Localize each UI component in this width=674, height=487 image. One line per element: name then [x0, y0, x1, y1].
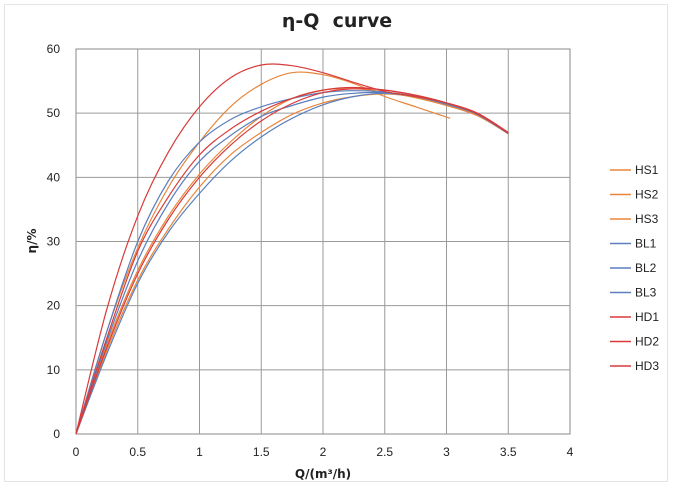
y-tick-label: 10	[47, 363, 61, 377]
legend-label-bl1: BL1	[635, 237, 657, 251]
y-axis-label: η/%	[25, 229, 39, 254]
legend-label-bl2: BL2	[635, 261, 657, 275]
y-tick-label: 50	[47, 106, 61, 120]
x-tick-label: 2	[320, 445, 327, 459]
y-tick-label: 0	[53, 427, 60, 441]
x-tick-label: 0.5	[129, 445, 146, 459]
x-tick-labels: 0 0.5 1 1.5 2 2.5 3 3.5 4	[73, 445, 574, 459]
legend-label-hs2: HS2	[635, 188, 659, 202]
chart-title: η-Q curve	[281, 10, 393, 32]
x-tick-label: 2.5	[376, 445, 393, 459]
x-tick-label: 1.5	[253, 445, 270, 459]
series-line-hs2	[75, 71, 451, 435]
y-tick-label: 30	[47, 235, 61, 249]
legend-label-hd2: HD2	[635, 335, 659, 349]
x-axis-label: Q/(m³/h)	[295, 467, 351, 481]
legend-label-hs1: HS1	[635, 163, 659, 177]
legend: HS1 HS2 HS3 BL1 BL2 BL3 HD1 HD2 HD3	[610, 163, 659, 373]
series-line-hd3	[75, 63, 509, 435]
y-tick-label: 60	[47, 42, 61, 56]
x-tick-label: 4	[567, 445, 574, 459]
legend-label-bl3: BL3	[635, 286, 657, 300]
series-lines	[75, 63, 509, 435]
legend-label-hs3: HS3	[635, 212, 659, 226]
legend-label-hd3: HD3	[635, 359, 659, 373]
x-tick-label: 3.5	[500, 445, 517, 459]
x-tick-label: 3	[443, 445, 450, 459]
legend-label-hd1: HD1	[635, 310, 659, 324]
y-tick-labels: 0 10 20 30 40 50 60	[47, 42, 61, 441]
y-tick-label: 40	[47, 170, 61, 184]
x-tick-label: 1	[196, 445, 203, 459]
x-tick-label: 0	[73, 445, 80, 459]
y-tick-label: 20	[47, 299, 61, 313]
